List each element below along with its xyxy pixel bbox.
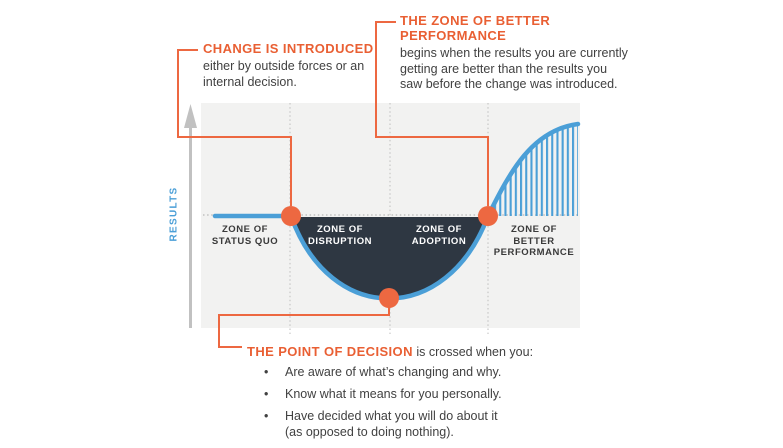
list-item: • Are aware of what’s changing and why.: [247, 364, 577, 380]
list-item: • Have decided what you will do about it…: [247, 408, 577, 440]
better-performance-callout-connector: [375, 21, 489, 206]
change-introduced-point: [281, 206, 301, 226]
results-curve: [212, 121, 581, 301]
decision-bullet-3: Have decided what you will do about it (…: [285, 409, 498, 439]
callout-better-performance-headline: THE ZONE OF BETTER PERFORMANCE: [400, 13, 551, 43]
decision-headline-line: THE POINT OF DECISION is crossed when yo…: [247, 344, 577, 360]
callout-change-body: either by outside forces or an internal …: [203, 59, 365, 89]
decision-callout-connector: [218, 306, 390, 348]
bullet-icon: •: [264, 387, 269, 401]
change-callout-connector: [177, 49, 292, 206]
dip-fill-shape: [291, 217, 488, 300]
bullet-icon: •: [264, 409, 269, 423]
decision-bullet-1: Are aware of what’s changing and why.: [285, 365, 502, 379]
decision-headline: THE POINT OF DECISION: [247, 344, 413, 359]
callout-better-performance: THE ZONE OF BETTER PERFORMANCE begins wh…: [400, 13, 670, 93]
zone-label-disruption: ZONE OF DISRUPTION: [307, 224, 373, 247]
zone-label-better-performance: ZONE OF BETTER PERFORMANCE: [493, 224, 575, 258]
decision-bullet-2: Know what it means for you personally.: [285, 387, 502, 401]
better-performance-striped-fill: [488, 124, 578, 216]
list-item: • Know what it means for you personally.: [247, 386, 577, 402]
zone-label-status-quo: ZONE OF STATUS QUO: [211, 224, 279, 247]
bullet-icon: •: [264, 365, 269, 379]
point-of-decision-marker: [379, 288, 399, 308]
callout-point-of-decision: THE POINT OF DECISION is crossed when yo…: [247, 345, 577, 446]
callout-better-performance-body: begins when the results you are currentl…: [400, 46, 628, 91]
y-axis-arrowhead-icon: [184, 104, 197, 128]
results-axis-label: RESULTS: [168, 186, 180, 242]
zone-label-adoption: ZONE OF ADOPTION: [411, 224, 467, 247]
callout-change-headline: CHANGE IS INTRODUCED: [203, 41, 374, 56]
callout-change-introduced: CHANGE IS INTRODUCED either by outside f…: [203, 41, 388, 90]
decision-bullet-list: • Are aware of what’s changing and why. …: [247, 364, 577, 440]
better-performance-start-point: [478, 206, 498, 226]
decision-lead-in: is crossed when you:: [412, 345, 534, 359]
